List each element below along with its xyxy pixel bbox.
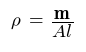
Text: $\rho \ = \ \dfrac{\mathbf{m}}{\mathbf{\mathit{Al}}}$: $\rho \ = \ \dfrac{\mathbf{m}}{\mathbf{\… [10, 8, 73, 40]
